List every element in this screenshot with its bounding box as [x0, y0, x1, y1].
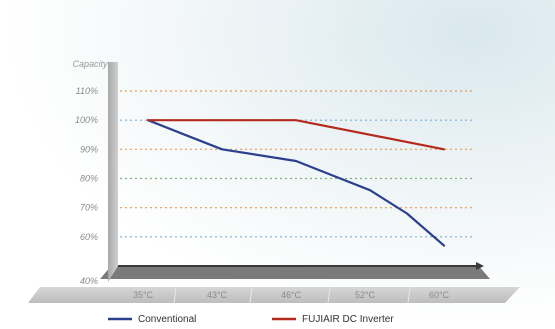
- y-tick-label: 90%: [80, 144, 98, 154]
- y-tick-labels: 110% 100% 90% 80% 70% 60% 40%: [75, 86, 98, 286]
- chart-left-wall: [108, 62, 118, 282]
- y-tick-label: 100%: [75, 115, 98, 125]
- chart-floor-top: [100, 265, 490, 279]
- x-tick-label: 43°C: [207, 290, 228, 300]
- legend: Conventional FUJIAIR DC Inverter: [108, 314, 394, 325]
- series-lines: [146, 119, 446, 247]
- x-tick-label: 52°C: [355, 290, 376, 300]
- x-axis-arrow: [476, 262, 484, 270]
- x-divider: [173, 286, 177, 304]
- y-tick-label: 40%: [80, 276, 98, 286]
- y-tick-label: 110%: [76, 86, 98, 96]
- series-line-conventional: [146, 119, 446, 247]
- x-dividers: [173, 286, 411, 304]
- x-divider: [407, 286, 411, 304]
- y-tick-label: 80%: [80, 174, 98, 184]
- x-tick-labels: 35°C 43°C 46°C 52°C 60°C: [133, 290, 450, 300]
- x-divider: [327, 286, 331, 304]
- x-tick-label: 46°C: [281, 290, 302, 300]
- y-axis-title: Capacity: [72, 59, 108, 69]
- series-line-fujiair-dc-inverter: [146, 119, 446, 151]
- x-divider: [249, 286, 253, 304]
- chart-floor: [28, 287, 520, 303]
- grid-lines: [120, 90, 474, 238]
- y-tick-label: 60%: [80, 232, 98, 242]
- y-tick-label: 70%: [80, 203, 98, 213]
- x-tick-label: 60°C: [429, 290, 450, 300]
- x-tick-label: 35°C: [133, 290, 154, 300]
- legend-label: Conventional: [138, 314, 196, 325]
- legend-label: FUJIAIR DC Inverter: [302, 314, 394, 325]
